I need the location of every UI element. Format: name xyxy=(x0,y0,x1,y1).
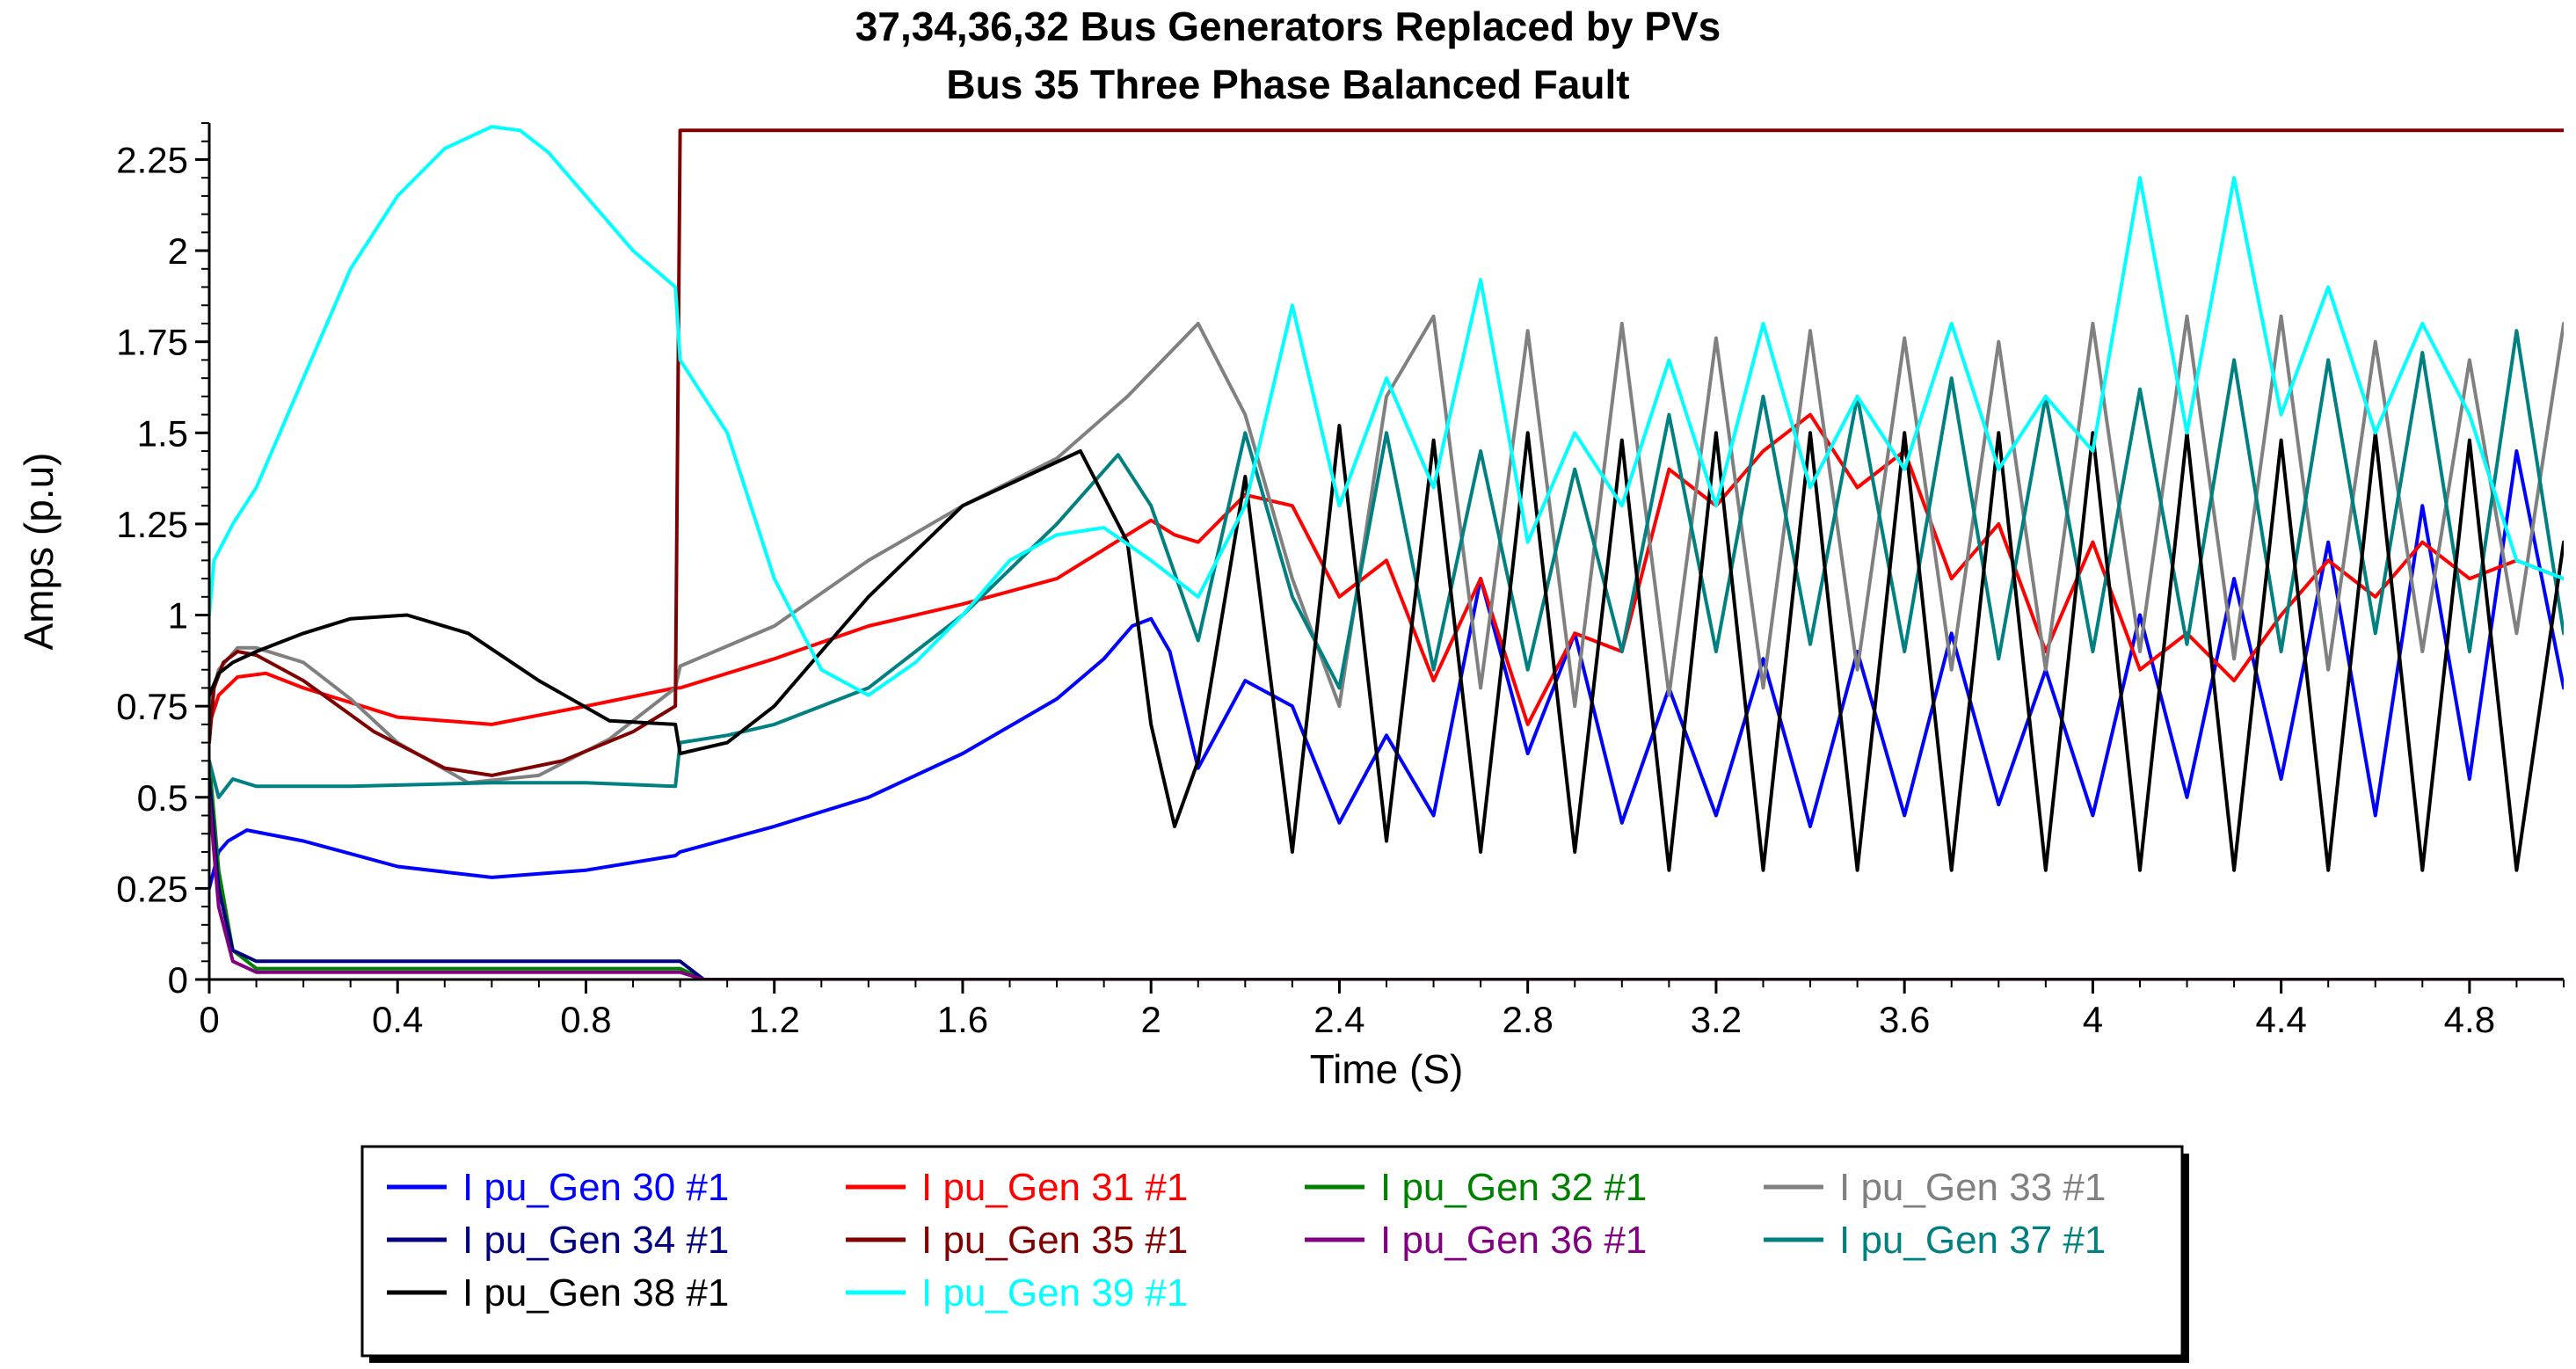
series-line-10 xyxy=(209,125,2564,697)
plot-area xyxy=(209,123,2564,979)
legend-entry: I pu_Gen 39 #1 xyxy=(921,1271,1188,1314)
x-tick-label: 4.8 xyxy=(2444,999,2495,1040)
legend-entry: I pu_Gen 34 #1 xyxy=(462,1219,729,1262)
legend-entry: I pu_Gen 32 #1 xyxy=(1380,1166,1647,1209)
y-tick-label: 0.25 xyxy=(116,868,188,909)
series-line-2 xyxy=(209,412,2564,726)
legend-entry: I pu_Gen 37 #1 xyxy=(1839,1219,2106,1262)
y-tick-label: 1.5 xyxy=(137,412,188,454)
y-tick-label: 1.75 xyxy=(116,322,188,363)
x-axis-ticks: 0 0.4 0.8 1.2 1.6 2 2.4 2.8 3.2 3.6 4 4.4 4.8 xyxy=(199,979,2565,1040)
y-tick-label: 0 xyxy=(168,959,188,1001)
series-line-8 xyxy=(209,329,2564,799)
legend-entry: I pu_Gen 38 #1 xyxy=(462,1271,729,1314)
x-tick-label: 2.8 xyxy=(1502,999,1553,1040)
x-tick-label: 4.4 xyxy=(2255,999,2306,1040)
legend-entry: I pu_Gen 31 #1 xyxy=(921,1166,1188,1209)
y-tick-label: 1.25 xyxy=(116,504,188,545)
legend-entry: I pu_Gen 35 #1 xyxy=(921,1219,1188,1262)
y-tick-label: 2 xyxy=(168,230,188,272)
x-tick-label: 2 xyxy=(1141,999,1161,1040)
y-tick-label: 1 xyxy=(168,595,188,637)
x-tick-label: 3.6 xyxy=(1879,999,1930,1040)
series-line-9 xyxy=(209,424,2564,872)
series-line-6 xyxy=(209,128,2564,777)
y-tick-label: 0.75 xyxy=(116,686,188,727)
legend-box xyxy=(360,1145,2184,1358)
x-tick-label: 0 xyxy=(199,999,219,1040)
chart-subtitle: Bus 35 Three Phase Balanced Fault xyxy=(946,62,1629,107)
series-line-1 xyxy=(209,449,2564,891)
x-tick-label: 0.8 xyxy=(560,999,611,1040)
legend: I pu_Gen 30 #1 I pu_Gen 31 #1 I pu_Gen 32 … xyxy=(387,1166,2106,1314)
chart-title: 37,34,36,32 Bus Generators Replaced by P… xyxy=(855,4,1721,49)
x-tick-label: 1.6 xyxy=(937,999,988,1040)
x-tick-label: 2.4 xyxy=(1313,999,1364,1040)
y-axis-ticks: 0 0.25 0.5 0.75 1 1.25 1.5 1.75 2 2.25 xyxy=(116,122,209,1001)
x-tick-label: 4 xyxy=(2083,999,2103,1040)
series-line-4 xyxy=(209,314,2564,785)
legend-entry: I pu_Gen 33 #1 xyxy=(1839,1166,2106,1209)
x-axis-label: Time (S) xyxy=(1310,1046,1464,1092)
x-tick-label: 0.4 xyxy=(372,999,423,1040)
legend-entry: I pu_Gen 30 #1 xyxy=(462,1166,729,1209)
y-axis-label: Amps (p.u) xyxy=(16,453,62,651)
series-layer xyxy=(209,125,2564,979)
x-tick-label: 3.2 xyxy=(1691,999,1742,1040)
x-tick-label: 1.2 xyxy=(749,999,800,1040)
y-tick-label: 2.25 xyxy=(116,139,188,180)
y-tick-label: 0.5 xyxy=(137,777,188,819)
legend-entry: I pu_Gen 36 #1 xyxy=(1380,1219,1647,1262)
